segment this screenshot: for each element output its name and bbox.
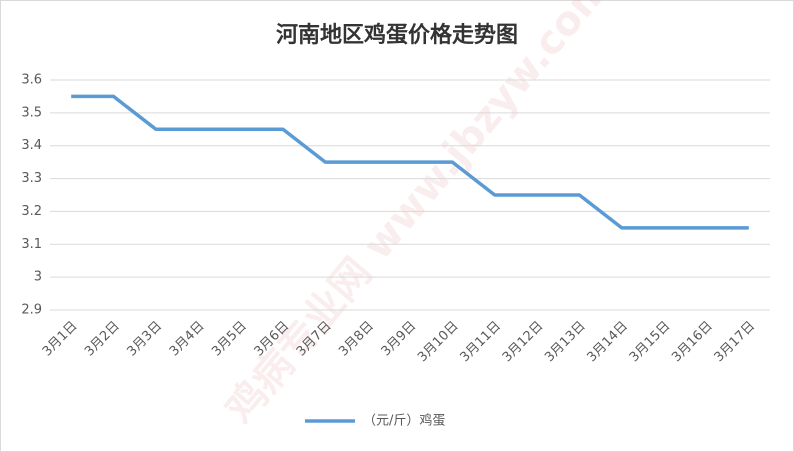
- y-tick-label: 3.3: [21, 171, 42, 186]
- y-tick-label: 3.5: [21, 105, 42, 120]
- legend-label: （元/斤）鸡蛋: [363, 413, 445, 429]
- y-tick-label: 3.6: [21, 73, 42, 88]
- y-tick-label: 3.4: [21, 138, 42, 153]
- series-line: [71, 94, 749, 230]
- y-tick-label: 3.1: [21, 237, 42, 252]
- y-tick-label: 3.2: [21, 204, 42, 219]
- chart-title: 河南地区鸡蛋价格走势图: [276, 22, 518, 48]
- y-tick-label: 2.9: [21, 303, 42, 318]
- y-tick-label: 3: [34, 270, 42, 285]
